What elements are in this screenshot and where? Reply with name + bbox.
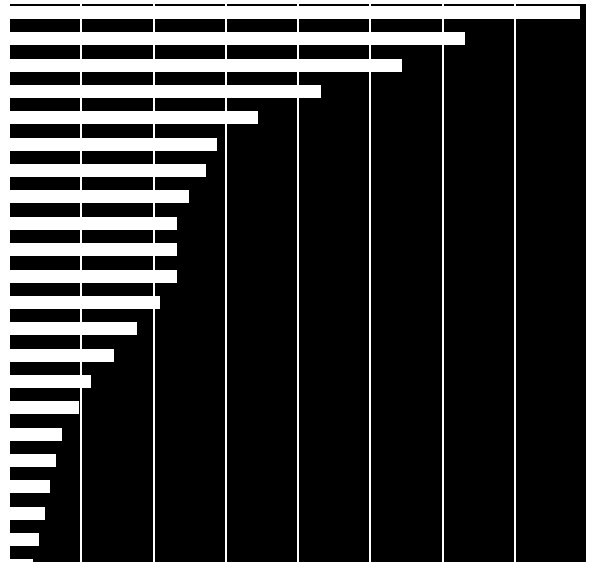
bar (10, 190, 189, 203)
gridline (586, 4, 588, 564)
bar (10, 507, 45, 520)
bar (10, 270, 177, 283)
plot-area (8, 4, 586, 564)
bar (10, 349, 114, 362)
bar (10, 454, 56, 467)
bar (10, 322, 137, 335)
bar (10, 296, 160, 309)
bar (10, 138, 217, 151)
bar (10, 428, 62, 441)
bar (10, 559, 33, 572)
bar (10, 480, 50, 493)
bar (10, 375, 91, 388)
bar (10, 217, 177, 230)
chart-container (0, 0, 596, 572)
bar (10, 85, 321, 98)
bar (10, 111, 258, 124)
bar (10, 243, 177, 256)
bars-group (10, 4, 586, 564)
bar (10, 32, 465, 45)
bar (10, 59, 402, 72)
bar (10, 533, 39, 546)
bar (10, 401, 79, 414)
bar (10, 6, 580, 19)
bar (10, 164, 206, 177)
